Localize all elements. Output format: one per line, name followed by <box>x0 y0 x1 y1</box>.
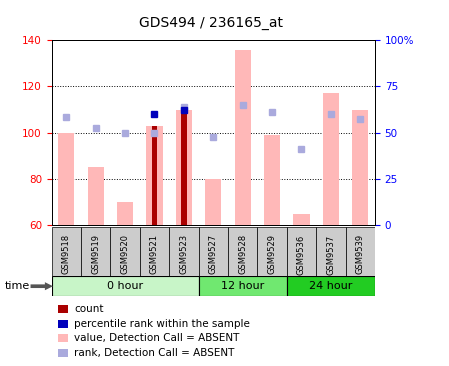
Bar <box>323 93 339 225</box>
Bar <box>146 126 163 225</box>
Bar <box>287 276 375 296</box>
Bar <box>293 213 309 225</box>
Bar <box>117 202 133 225</box>
Bar <box>58 133 75 225</box>
Text: rank, Detection Call = ABSENT: rank, Detection Call = ABSENT <box>74 348 234 358</box>
Text: GSM9539: GSM9539 <box>356 234 365 274</box>
Text: count: count <box>74 304 104 314</box>
Bar <box>81 227 110 276</box>
Bar <box>198 276 287 296</box>
Text: percentile rank within the sample: percentile rank within the sample <box>74 318 250 329</box>
Text: time: time <box>4 281 30 291</box>
Bar <box>140 227 169 276</box>
Bar <box>198 227 228 276</box>
Bar <box>287 227 316 276</box>
Bar <box>52 276 198 296</box>
Text: GSM9520: GSM9520 <box>121 234 130 274</box>
Bar <box>169 227 198 276</box>
Text: 24 hour: 24 hour <box>309 281 352 291</box>
Text: GSM9527: GSM9527 <box>209 234 218 274</box>
Bar <box>228 227 257 276</box>
Bar <box>205 179 221 225</box>
Bar <box>257 227 287 276</box>
Text: 0 hour: 0 hour <box>107 281 143 291</box>
Bar <box>110 227 140 276</box>
Text: value, Detection Call = ABSENT: value, Detection Call = ABSENT <box>74 333 239 343</box>
Text: 12 hour: 12 hour <box>221 281 264 291</box>
Text: GSM9536: GSM9536 <box>297 234 306 274</box>
Text: GDS494 / 236165_at: GDS494 / 236165_at <box>139 16 283 30</box>
Text: GSM9529: GSM9529 <box>268 234 277 274</box>
Bar <box>52 227 81 276</box>
Text: GSM9521: GSM9521 <box>150 234 159 274</box>
Bar <box>346 227 375 276</box>
Bar <box>176 109 192 225</box>
Text: GSM9537: GSM9537 <box>326 234 335 274</box>
Bar <box>264 135 280 225</box>
Text: GSM9518: GSM9518 <box>62 234 71 274</box>
Bar <box>88 167 104 225</box>
Bar <box>316 227 346 276</box>
Bar <box>234 49 251 225</box>
Text: GSM9519: GSM9519 <box>91 234 100 274</box>
Bar <box>152 126 157 225</box>
Text: GSM9528: GSM9528 <box>238 234 247 274</box>
Bar <box>181 109 186 225</box>
Text: GSM9523: GSM9523 <box>180 234 189 274</box>
Bar <box>352 109 368 225</box>
